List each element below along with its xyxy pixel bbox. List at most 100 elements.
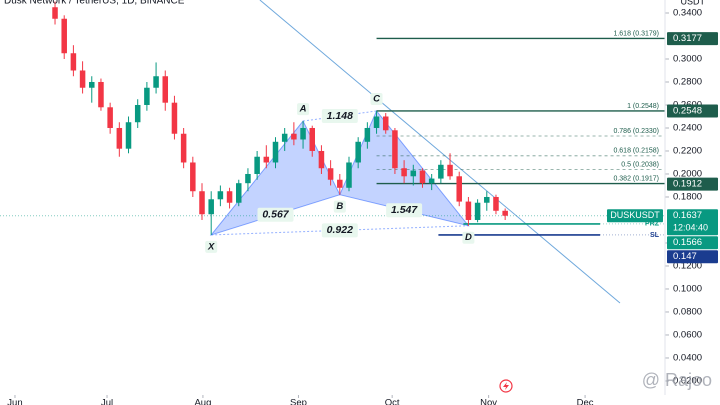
price-badge	[667, 177, 718, 191]
price-badge	[667, 209, 718, 236]
pattern-point-bg	[297, 103, 310, 116]
pattern-point-label: C	[373, 93, 380, 104]
price-badge-label: 0.1637	[673, 210, 702, 221]
plot-area: 1.618 (0.3179) 1 (0.2548) 0.786 (0.2330) 0.…	[0, 0, 665, 304]
candle-body	[364, 127, 371, 142]
candle-body	[70, 53, 77, 71]
candle-body	[254, 156, 260, 174]
x-tick-label: Sep	[290, 398, 307, 405]
candle-body	[300, 127, 306, 140]
candle-body	[382, 116, 389, 131]
candle-body	[337, 179, 343, 188]
pattern-point-bg	[370, 92, 383, 105]
y-tick-label: 0.2800	[673, 77, 702, 88]
candle-body	[107, 107, 113, 128]
pattern-point-label: B	[336, 201, 343, 212]
level-label: PRZ	[645, 221, 660, 228]
candle-body	[217, 191, 224, 200]
candle-body	[245, 173, 251, 184]
candle-body	[125, 122, 132, 149]
x-tick-label: Aug	[194, 398, 211, 405]
symbol-tag-label: DUSKUSDT	[610, 210, 660, 220]
candle-body	[89, 81, 95, 88]
alert-icon-ring	[499, 379, 513, 393]
pattern-point-label: X	[207, 241, 215, 252]
price-badge	[667, 250, 718, 264]
watermark: @ Rajoo	[642, 370, 712, 390]
candle-body	[52, 7, 58, 19]
pattern-point-label: D	[465, 232, 472, 243]
candle-body	[190, 162, 196, 192]
candle-body	[144, 87, 150, 105]
y-tick-label: 0.0600	[673, 329, 702, 340]
candle-body	[392, 130, 398, 169]
alert-icon[interactable]	[499, 379, 513, 393]
price-badge-label: 0.147	[673, 251, 697, 262]
level-label: SL	[650, 232, 660, 239]
candle-body	[355, 141, 361, 163]
candle-body	[180, 133, 187, 163]
unit-label: USDT	[681, 0, 706, 6]
candle-body	[456, 176, 462, 202]
fib-label: 0.618 (0.2158)	[613, 148, 659, 155]
ratio-label: 0.567	[262, 209, 289, 221]
y-tick-label: 0.0400	[673, 352, 702, 363]
candle-body	[208, 199, 214, 215]
trendline	[259, 0, 621, 304]
candle-body	[291, 133, 297, 140]
x-tick-label: Jun	[7, 398, 22, 405]
alert-icon-bolt	[503, 382, 509, 390]
candle-body	[309, 127, 315, 151]
y-tick-label: 0.3000	[673, 54, 702, 65]
chart-title: Dusk Network / TetherUS, 1D, BINANCE	[4, 0, 185, 7]
x-tick-label: Dec	[577, 398, 594, 405]
ratio-label-bg	[321, 223, 358, 238]
x-tick-label: Jul	[101, 398, 113, 405]
symbol-tag	[607, 209, 663, 223]
candle-body	[465, 201, 472, 220]
fib-label: 1.618 (0.3179)	[613, 30, 659, 37]
candle-body	[318, 150, 325, 169]
fib-label: 1 (0.2548)	[627, 103, 659, 110]
candle-body	[327, 168, 334, 180]
candle-body	[61, 18, 67, 54]
fib-label: 0.5 (0.2038)	[621, 161, 659, 168]
ratio-label-bg	[386, 203, 423, 218]
pattern-point-bg	[333, 200, 346, 213]
fib-label: 0.382 (0.1917)	[613, 175, 659, 182]
pattern-point-bg	[462, 231, 475, 244]
candle-body	[171, 102, 178, 134]
ratio-label-bg	[321, 109, 358, 124]
candle-body	[263, 156, 270, 163]
candle-body	[401, 168, 407, 177]
candle-body	[226, 191, 233, 203]
ratio-label: 0.922	[327, 224, 353, 236]
candle-body	[116, 127, 123, 149]
y-tick-label: 0.2200	[673, 146, 702, 157]
y-tick-label: 0.1000	[673, 283, 702, 294]
candle-body	[438, 164, 444, 179]
candle-body	[162, 76, 169, 103]
candle-body	[79, 70, 86, 88]
candle-body	[493, 196, 499, 211]
pattern-point-label: A	[299, 104, 307, 115]
pattern-point-bg	[205, 240, 218, 253]
candle-body	[428, 178, 435, 184]
candle-body	[474, 202, 481, 220]
candle-body	[153, 76, 159, 88]
countdown: 12:04:40	[673, 223, 708, 233]
x-tick-label: Nov	[480, 398, 497, 405]
y-tick-label: 0.2000	[673, 168, 702, 179]
ratio-label-bg	[257, 207, 294, 222]
candle-body	[447, 164, 453, 177]
y-tick-label: 0.1200	[673, 260, 702, 271]
candle-body	[281, 133, 288, 142]
candle-body	[419, 170, 426, 184]
price-badge-label: 0.1566	[673, 237, 702, 248]
candle-body	[235, 183, 242, 203]
x-tick-label: Oct	[385, 398, 400, 405]
y-tick-label: 0.0200	[673, 375, 702, 386]
price-badge-label: 0.3177	[673, 33, 702, 44]
